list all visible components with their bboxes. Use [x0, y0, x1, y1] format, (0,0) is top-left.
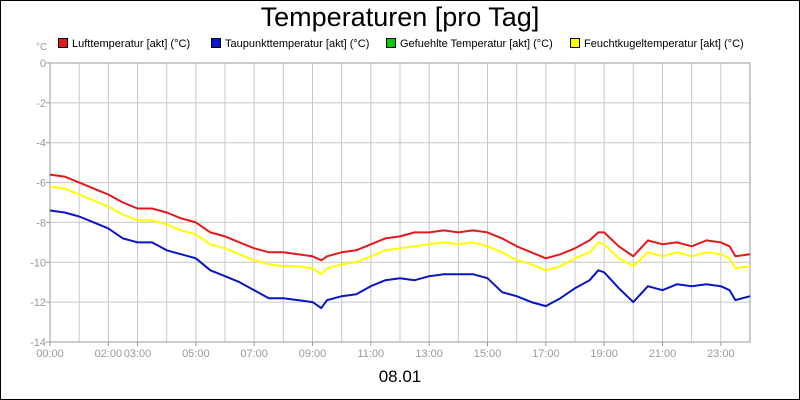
legend-swatch-red [58, 38, 68, 48]
series-line-3 [49, 185, 751, 276]
x-axis-date-label: 08.01 [378, 367, 422, 386]
y-axis-unit: °C [36, 42, 48, 53]
legend-item-taupunkttemperatur: Taupunkttemperatur [akt] (°C) [211, 38, 369, 50]
x-tick-label: 17:00 [532, 348, 560, 360]
y-tick-label: -10 [30, 257, 46, 269]
x-tick-label: 09:00 [299, 348, 327, 360]
x-tick-label: 05:00 [182, 348, 210, 360]
x-tick-label: 11:00 [357, 348, 384, 360]
legend-label: Gefuehlte Temperatur [akt] (°C) [400, 38, 553, 50]
y-tick-label: -6 [36, 178, 46, 190]
legend-label: Taupunkttemperatur [akt] (°C) [225, 38, 370, 50]
x-tick-label: 21:00 [649, 348, 677, 360]
x-tick-label: 23:00 [707, 348, 735, 360]
legend-item-lufttemperatur: Lufttemperatur [akt] (°C) [58, 38, 190, 50]
y-tick-label: -14 [30, 337, 46, 349]
x-tick-label: 00:00 [36, 348, 64, 360]
y-tick-label: -4 [36, 138, 46, 150]
y-tick-label: -12 [30, 297, 46, 309]
legend-label: Feuchtkugeltemperatur [akt] (°C) [584, 38, 744, 50]
series-line-0 [49, 173, 751, 262]
legend-item-feuchtkugeltemperatur: Feuchtkugeltemperatur [akt] (°C) [570, 38, 744, 50]
x-tick-label: 03:00 [124, 348, 152, 360]
y-tick-label: 0 [40, 58, 46, 70]
x-tick-label: 07:00 [240, 348, 268, 360]
legend-item-gefuehlte-temperatur: Gefuehlte Temperatur [akt] (°C) [386, 38, 553, 50]
series-line-1 [49, 209, 751, 310]
legend-label: Lufttemperatur [akt] (°C) [72, 38, 191, 50]
plot-area-border [49, 62, 751, 343]
x-tick-label: 15:00 [474, 348, 502, 360]
y-tick-label: -2 [36, 98, 46, 110]
x-tick-label: 02:00 [95, 348, 123, 360]
legend-swatch-green [386, 38, 396, 48]
legend-swatch-blue [211, 38, 221, 48]
x-tick-label: 19:00 [590, 348, 618, 360]
x-tick-label: 13:00 [415, 348, 443, 360]
y-tick-label: -8 [36, 217, 46, 229]
legend-swatch-yellow [570, 38, 580, 48]
chart-title: Temperaturen [pro Tag] [260, 2, 540, 32]
